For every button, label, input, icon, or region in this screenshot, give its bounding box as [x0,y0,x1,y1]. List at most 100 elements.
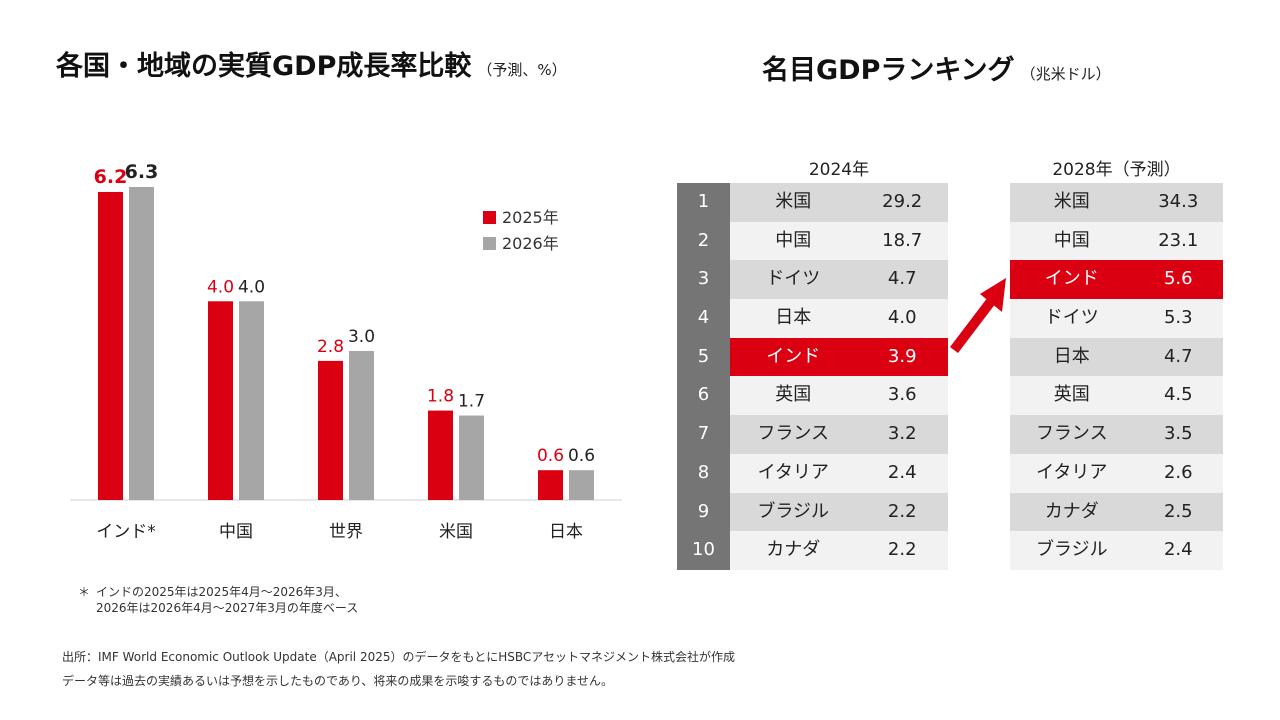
bar-2026 [349,350,374,500]
data-label: 2.8 [317,337,344,357]
data-label: 1.8 [427,387,454,407]
table-row: ブラジル 2.2 [730,492,948,532]
country-cell: インド [1044,268,1099,290]
bar-2026 [239,301,264,500]
country-cell: インド [766,345,821,367]
ranking-up-arrow-icon [950,278,1006,354]
value-cell: 2.2 [887,500,917,522]
rank-cell: 3 [697,268,710,290]
country-cell: 米国 [775,191,812,212]
chart-title-main: 各国・地域の実質GDP成長率比較 [56,51,472,82]
value-cell: 29.2 [882,191,923,212]
bar-2025 [208,301,233,500]
legend-item-2025: 2025年 [483,204,559,228]
country-cell: ブラジル [1035,539,1108,561]
value-cell: 18.7 [882,229,923,251]
table-row: 英国 3.6 [730,376,948,416]
table-row: フランス 3.2 [730,415,948,454]
country-cell: 米国 [1053,191,1090,212]
value-cell: 4.5 [1163,384,1193,406]
data-label: 4.0 [207,277,234,297]
legend-item-2026: 2026年 [483,230,559,254]
country-cell: カナダ [766,539,821,561]
table-row: ブラジル 2.4 [1010,531,1223,570]
data-label: 0.6 [568,446,595,466]
country-cell: 英国 [775,384,812,406]
value-cell: 23.1 [1158,229,1199,251]
value-cell: 2.4 [887,461,917,483]
country-cell: イタリア [757,461,829,483]
disclaimer-note: データ等は過去の実績あるいは予想を示したものであり、将来の成果を示唆するものでは… [62,674,614,688]
footnote-line-2: 2026年は2026年4月～2027年3月の年度ベース [96,601,359,615]
value-cell: 4.7 [1163,345,1193,367]
table-row: 日本 4.7 [1010,337,1223,377]
x-tick-label: 世界 [329,522,363,542]
ranking-header-2024: 2024年 [808,160,870,180]
country-cell: 英国 [1053,384,1090,406]
value-cell: 3.5 [1163,423,1193,445]
rank-cell: 10 [692,539,715,561]
rank-cell: 2 [697,229,710,251]
bar-2026 [129,187,154,500]
table-row: カナダ 2.5 [1010,492,1223,532]
table-row: イタリア 2.6 [1010,453,1223,493]
value-cell: 3.9 [887,345,917,367]
table-row: 英国 4.5 [1010,376,1223,416]
ranking-table-2024: 米国 29.2 中国 18.7 ドイツ 4.7 日本 4.0 インド 3.9 英国 3.6 … [730,183,948,570]
footnote-mark: ＊ [78,585,91,599]
country-cell: カナダ [1044,500,1099,522]
value-cell: 2.5 [1163,500,1193,522]
data-label: 4.0 [238,277,265,297]
country-cell: ドイツ [766,268,821,290]
country-cell: 日本 [775,307,812,329]
rank-cell: 5 [697,345,710,367]
bar-2026 [459,415,484,500]
ranking-title-sub: （兆米ドル） [1020,65,1111,83]
value-cell: 2.6 [1163,461,1193,483]
legend-label-2026: 2026年 [502,234,559,253]
bar-2025 [98,191,123,500]
table-row-highlight: インド 5.6 [1010,260,1223,300]
country-cell: 中国 [775,229,812,251]
gdp-growth-bar-chart: 6.26.3 インド* 4.0 4.0 中国 2.8 3.0 世界 1.8 1.7 米国 0.6 0.6… [70,161,622,542]
rank-cell: 8 [697,461,710,483]
data-label: 6.3 [125,161,159,183]
table-row-highlight: インド 3.9 [730,337,948,377]
value-cell: 5.3 [1163,307,1193,329]
value-cell: 34.3 [1158,191,1199,212]
rank-cell: 7 [697,423,710,445]
table-row: フランス 3.5 [1010,415,1223,454]
x-tick-label: 米国 [439,522,473,542]
rank-cell: 1 [697,191,710,212]
bar-2025 [538,470,563,500]
value-cell: 2.2 [887,539,917,561]
chart-title-sub: （予測、%） [477,61,567,79]
rank-cell: 6 [697,384,710,406]
x-tick-label: 中国 [219,522,253,542]
rank-cell: 4 [697,307,710,329]
country-cell: ブラジル [757,500,830,522]
arrow-shaft [950,296,996,354]
table-row: カナダ 2.2 [730,531,948,570]
rank-cell: 9 [697,500,710,522]
footnote: ＊ インドの2025年は2025年4月～2026年3月、 2026年は2026年… [78,584,358,616]
country-cell: 日本 [1053,345,1090,367]
source-note: 出所：IMF World Economic Outlook Update（Apr… [62,650,736,664]
ranking-title-main: 名目GDPランキング [762,55,1015,86]
country-cell: イタリア [1036,461,1108,483]
ranking-table-2028: 米国 34.3 中国 23.1 インド 5.6 ドイツ 5.3 日本 4.7 英国 4.5 … [1010,183,1223,570]
legend-swatch-2026 [483,237,496,250]
x-tick-label: 日本 [549,522,583,542]
table-row: イタリア 2.4 [730,453,948,493]
table-row: 米国 29.2 [730,183,948,222]
value-cell: 5.6 [1163,268,1193,290]
bar-2025 [428,410,453,500]
legend-swatch-2025 [483,211,496,224]
rank-column: 1 2 3 4 5 6 7 8 9 10 [677,183,730,570]
table-row: 中国 23.1 [1010,221,1223,261]
table-row: 中国 18.7 [730,221,948,261]
value-cell: 2.4 [1163,539,1193,561]
country-cell: フランス [1035,423,1108,445]
value-cell: 3.2 [887,423,917,445]
country-cell: ドイツ [1044,307,1099,329]
